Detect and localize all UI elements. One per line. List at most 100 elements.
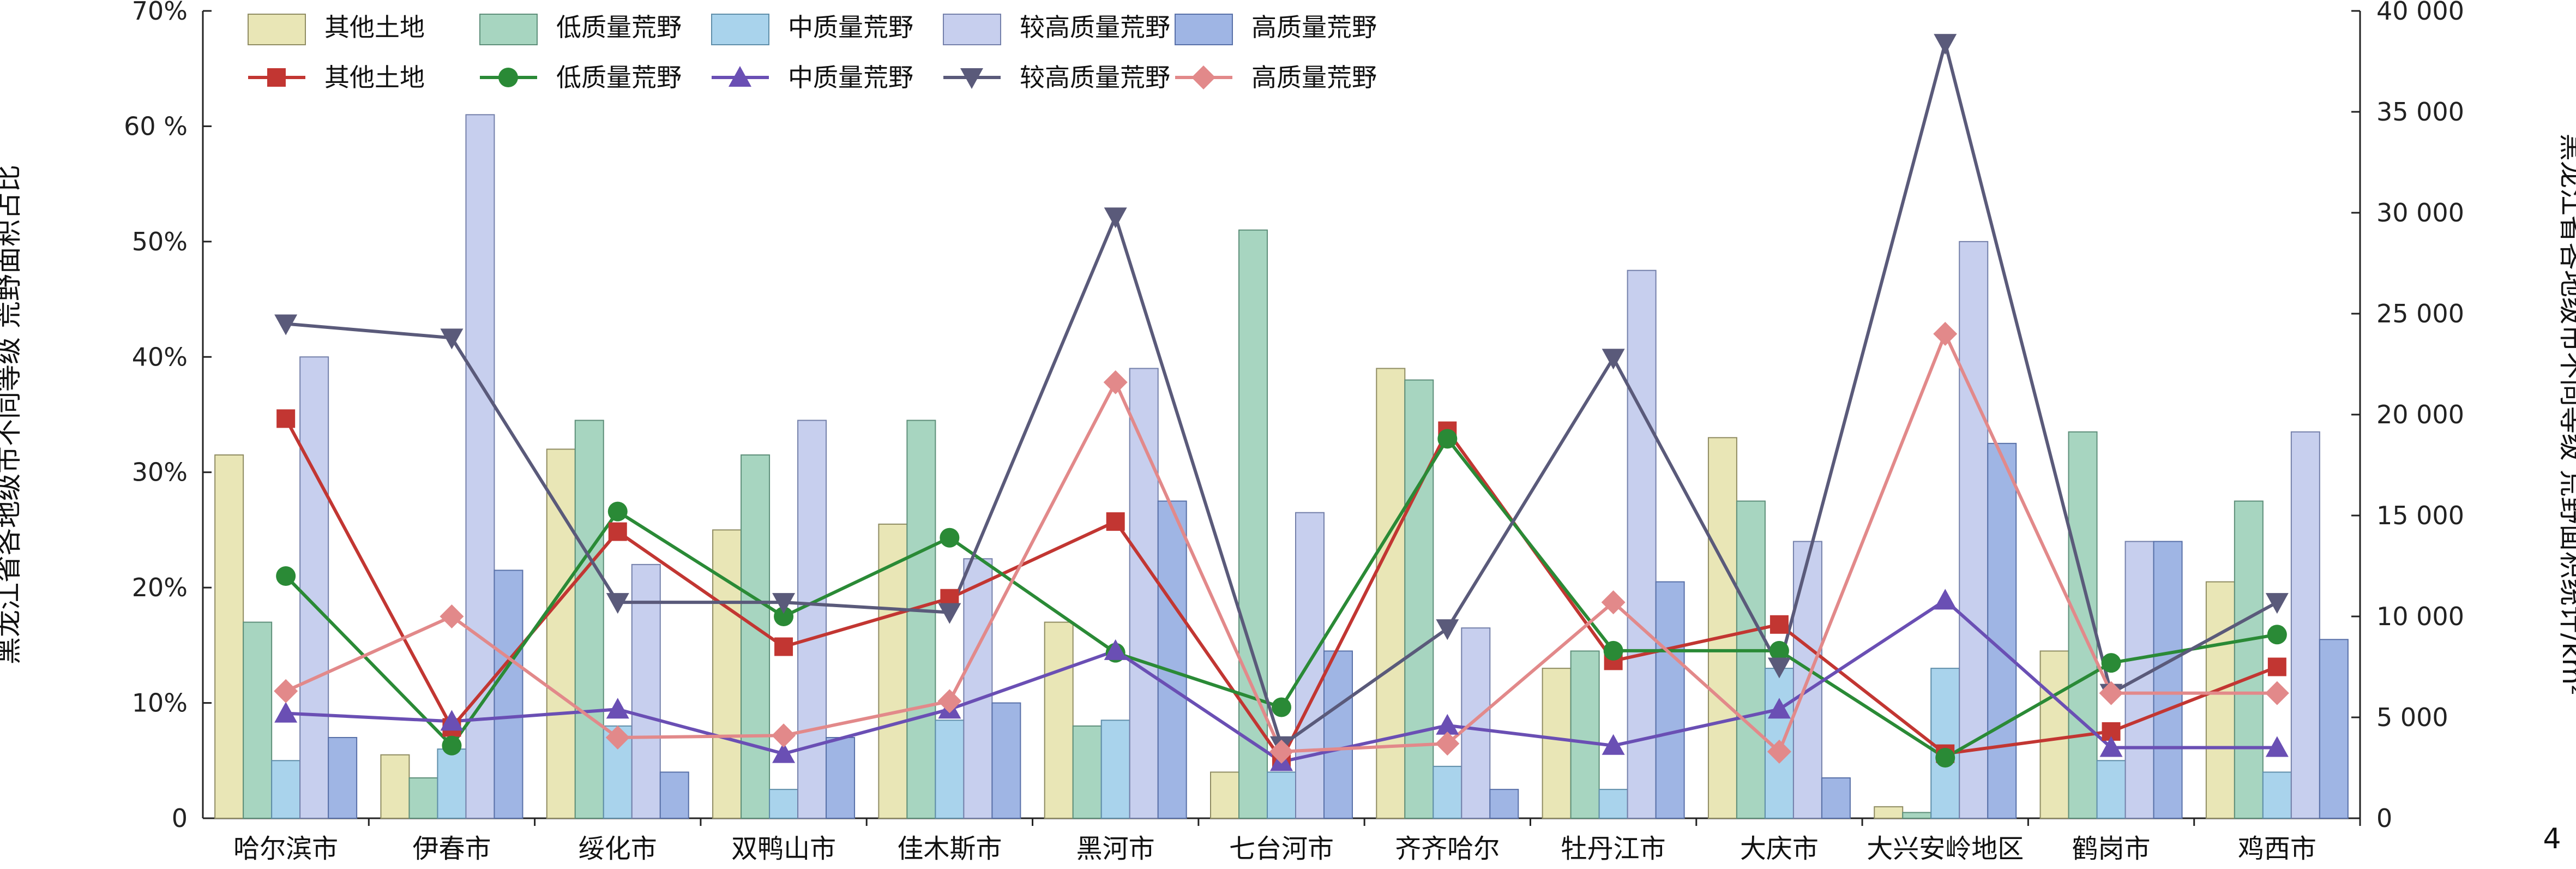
bar <box>1295 512 1325 819</box>
x-category-label: 鹤岗市 <box>2072 834 2151 864</box>
legend-swatch <box>248 14 306 45</box>
line-marker <box>440 328 464 350</box>
y-axis-right-title: 黑龙江省各地级市不同等级 荒野面积统计/km² <box>2556 134 2576 696</box>
line-marker <box>940 528 960 548</box>
x-category-label: 大庆市 <box>1740 834 1819 864</box>
bar <box>1930 668 1960 819</box>
x-category-label: 牡丹江市 <box>1561 834 1666 864</box>
bar <box>2153 541 2183 819</box>
legend-label: 其他土地 <box>324 63 425 92</box>
line-marker <box>267 68 286 87</box>
bars <box>214 114 2349 819</box>
legend-swatch <box>479 14 538 45</box>
x-category-label: 黑河市 <box>1076 834 1155 864</box>
bar <box>2096 760 2126 819</box>
line-marker <box>276 566 296 586</box>
line-marker <box>1934 34 1957 55</box>
bar <box>2068 431 2098 819</box>
legend-swatch <box>711 14 769 45</box>
y-axis-left-title: 黑龙江省各地级市不同等级 荒野面积占比 <box>0 165 24 664</box>
line-marker <box>2099 681 2123 705</box>
bar <box>1238 229 1268 819</box>
line-marker <box>1935 748 1955 768</box>
line-marker <box>2265 736 2289 757</box>
line-marker <box>2101 653 2121 673</box>
bar <box>1157 500 1187 819</box>
line-marker <box>1104 639 1127 660</box>
line-marker <box>1769 640 1789 661</box>
line-marker <box>2267 657 2286 676</box>
bar <box>963 558 993 819</box>
y-left-tick-label: 40% <box>132 342 188 371</box>
legend-label: 中质量荒野 <box>788 13 913 42</box>
line-marker <box>1103 370 1128 394</box>
y-right-tick-label: 30 000 <box>2376 198 2464 227</box>
bar <box>2039 650 2069 819</box>
legend-label: 低质量荒野 <box>556 13 682 42</box>
bar <box>243 621 273 819</box>
line-marker <box>274 314 298 335</box>
line-marker <box>1104 207 1127 229</box>
line-marker <box>772 723 796 748</box>
bar <box>1736 500 1766 819</box>
line-marker <box>440 604 464 628</box>
x-category-label: 哈尔滨市 <box>233 834 338 864</box>
legend-swatch <box>1175 14 1233 45</box>
bar <box>2319 639 2349 819</box>
bar <box>1072 725 1102 819</box>
bar <box>1376 368 1406 819</box>
bar <box>1489 789 1519 819</box>
axes: 0 10% 20% 30% 40% 50% 60 % 70% 0 5 000 10 000 15 00… <box>124 0 2464 864</box>
y-right-tick-label: 0 <box>2376 804 2392 833</box>
line-marker <box>1603 640 1623 661</box>
bar <box>2234 500 2264 819</box>
line-marker <box>1770 615 1789 634</box>
bar <box>1902 812 1932 819</box>
line-marker <box>1106 512 1125 531</box>
legend-label: 其他土地 <box>324 13 425 42</box>
bar <box>328 737 358 819</box>
line-marker <box>774 607 794 626</box>
bar <box>2290 431 2320 819</box>
bar <box>2205 581 2235 819</box>
y-right-tick-label: 40 000 <box>2376 0 2464 26</box>
line-marker <box>2099 736 2123 757</box>
bar <box>826 737 856 819</box>
line-marker <box>960 68 983 89</box>
line-marker <box>2267 625 2287 645</box>
bar <box>437 748 467 819</box>
line-marker <box>1436 714 1459 735</box>
x-category-label: 绥化市 <box>579 834 657 864</box>
legend-label: 高质量荒野 <box>1251 63 1377 92</box>
x-category-label: 齐齐哈尔 <box>1395 834 1500 864</box>
y-right-tick-label: 25 000 <box>2376 299 2464 328</box>
bar <box>465 114 495 819</box>
line-marker <box>607 501 628 522</box>
bar <box>546 448 576 819</box>
line-marker <box>608 522 627 541</box>
line-marker <box>498 68 518 87</box>
bar <box>1044 621 1074 819</box>
bar <box>1987 442 2017 819</box>
bar <box>299 356 329 819</box>
bar <box>878 523 908 819</box>
line-marker <box>606 698 629 719</box>
bar <box>1627 269 1657 819</box>
bar <box>769 789 799 819</box>
bar <box>1598 789 1628 819</box>
line-marker <box>1601 590 1626 615</box>
line-marker <box>1933 322 1958 346</box>
x-category-label: 双鸭山市 <box>731 834 836 864</box>
line-marker <box>772 742 796 763</box>
bar <box>712 529 742 819</box>
y-left-tick-label: 20% <box>132 573 188 602</box>
y-left-tick-label: 30% <box>132 458 188 487</box>
bar <box>2124 541 2154 819</box>
bar <box>271 760 301 819</box>
line-marker <box>1767 657 1791 679</box>
line-markers <box>274 34 2289 771</box>
labels: 黑龙江省各地级市不同等级 荒野面积占比 黑龙江省各地级市不同等级 荒野面积统计/… <box>0 134 2576 855</box>
y-right-tick-label: 20 000 <box>2376 400 2464 429</box>
x-category-label: 佳木斯市 <box>897 834 1002 864</box>
